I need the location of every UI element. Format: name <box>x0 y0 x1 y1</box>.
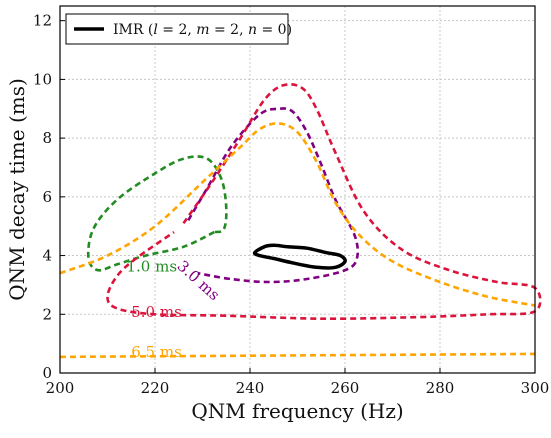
y-tick-label-3: 6 <box>42 188 52 206</box>
imr-contour-0 <box>252 243 347 270</box>
x-tick-label-1: 220 <box>141 379 170 397</box>
plot-frame <box>59 5 536 374</box>
y-tick-label-1: 2 <box>42 305 52 323</box>
curve-label-1: 3.0 ms <box>174 257 224 304</box>
curve-label-2: 5.0 ms <box>131 303 182 321</box>
ringdown-contour-2 <box>187 107 360 284</box>
x-tick-label-4: 280 <box>426 379 455 397</box>
y-axis-label: QNM decay time (ms) <box>5 78 29 301</box>
x-tick-label-2: 240 <box>236 379 265 397</box>
y-tick-label-6: 12 <box>33 12 52 30</box>
y-tick-label-5: 10 <box>33 70 52 88</box>
ringdown-contour-1 <box>86 155 228 272</box>
curve-annotations: 1.0 ms3.0 ms5.0 ms 6.5 ms <box>127 257 224 361</box>
x-tick-label-0: 200 <box>46 379 75 397</box>
y-tick-label-2: 4 <box>42 247 52 265</box>
curve-label-3: 6.5 ms <box>131 343 182 361</box>
x-tick-label-5: 300 <box>521 379 550 397</box>
y-tick-label-4: 8 <box>42 129 52 147</box>
curve-label-0: 1.0 ms <box>127 258 178 276</box>
x-tick-label-3: 260 <box>331 379 360 397</box>
ringdown-contour-3 <box>106 83 542 321</box>
ringdown-contour-4 <box>59 122 536 307</box>
x-axis-label: QNM frequency (Hz) <box>191 399 403 423</box>
ticks: 200 220 240 260 280 300 0 2 4 6 8 10 12 <box>33 12 549 397</box>
legend-label-imr: IMR (l = 2, m = 2, n = 0) <box>113 22 292 38</box>
legend: IMR (l = 2, m = 2, n = 0) <box>65 13 292 45</box>
y-tick-label-0: 0 <box>42 364 52 382</box>
series-curves <box>59 83 542 359</box>
